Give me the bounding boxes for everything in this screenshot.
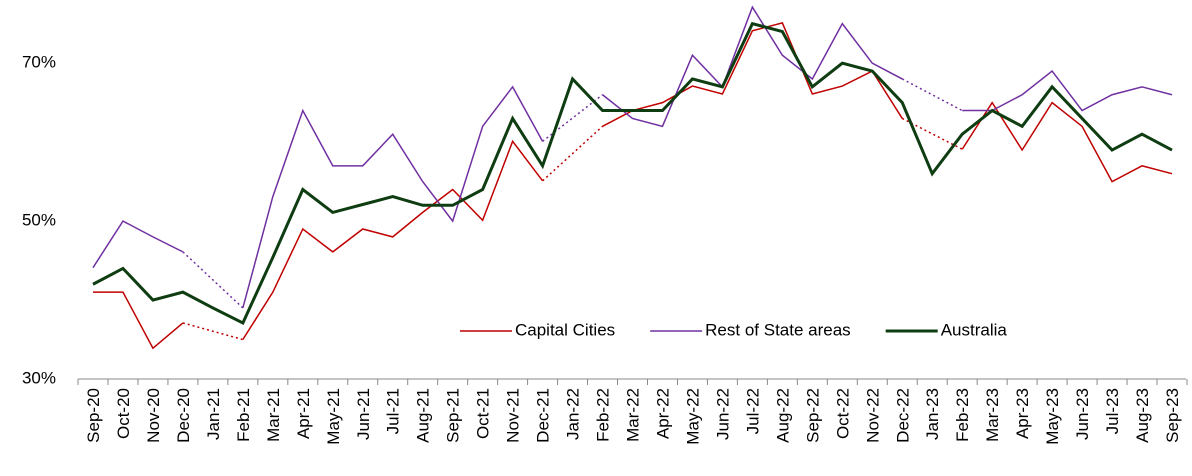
x-tick-label: Jan-21 <box>204 388 223 440</box>
gap-connector <box>182 78 963 309</box>
x-tick-label: May-23 <box>1043 388 1062 445</box>
x-tick-label: Sep-20 <box>84 388 103 443</box>
x-tick-label: Dec-21 <box>534 388 553 443</box>
x-tick-label: Nov-21 <box>504 388 523 443</box>
x-tick-label: Oct-20 <box>114 388 133 439</box>
x-tick-label: Jul-23 <box>1103 388 1122 434</box>
x-tick-label: Aug-21 <box>414 388 433 443</box>
x-tick-label: May-21 <box>324 388 343 445</box>
y-tick-label: 30% <box>22 368 56 387</box>
x-tick-label: Jan-23 <box>923 388 942 440</box>
legend-label: Rest of State areas <box>705 320 851 339</box>
x-tick-label: Jun-21 <box>354 388 373 440</box>
y-tick-label: 50% <box>22 211 56 230</box>
x-tick-label: Jun-23 <box>1073 388 1092 440</box>
legend-label: Australia <box>941 320 1008 339</box>
x-tick-label: Jul-22 <box>743 388 762 434</box>
x-tick-label: Dec-22 <box>893 388 912 443</box>
gap-connector <box>182 117 963 341</box>
x-tick-label: May-22 <box>683 388 702 445</box>
x-tick-label: Jul-21 <box>384 388 403 434</box>
line <box>92 21 1173 325</box>
x-tick-label: Jan-22 <box>564 388 583 440</box>
x-tick-label: Apr-22 <box>653 388 672 439</box>
x-tick-label: Sep-23 <box>1163 388 1182 443</box>
x-tick-label: Aug-22 <box>773 388 792 443</box>
x-tick-label: Feb-21 <box>234 388 253 442</box>
legend-label: Capital Cities <box>515 320 615 339</box>
x-tick-label: Mar-23 <box>983 388 1002 442</box>
x-tick-label: Sep-22 <box>803 388 822 443</box>
x-tick-label: Oct-22 <box>833 388 852 439</box>
line <box>92 5 1173 309</box>
x-tick-label: Mar-22 <box>624 388 643 442</box>
y-tick-label: 70% <box>22 53 56 72</box>
x-tick-label: Dec-20 <box>174 388 193 443</box>
x-tick-label: Oct-21 <box>474 388 493 439</box>
x-tick-label: Apr-21 <box>294 388 313 439</box>
x-tick-label: Mar-21 <box>264 388 283 442</box>
x-tick-label: Sep-21 <box>444 388 463 443</box>
x-tick-label: Jun-22 <box>713 388 732 440</box>
x-tick-label: Feb-22 <box>594 388 613 442</box>
x-tick-label: Feb-23 <box>953 388 972 442</box>
x-tick-label: Nov-20 <box>144 388 163 443</box>
line <box>93 22 1173 350</box>
x-tick-label: Nov-22 <box>863 388 882 443</box>
x-tick-label: Apr-23 <box>1013 388 1032 439</box>
x-tick-label: Aug-23 <box>1133 388 1152 443</box>
